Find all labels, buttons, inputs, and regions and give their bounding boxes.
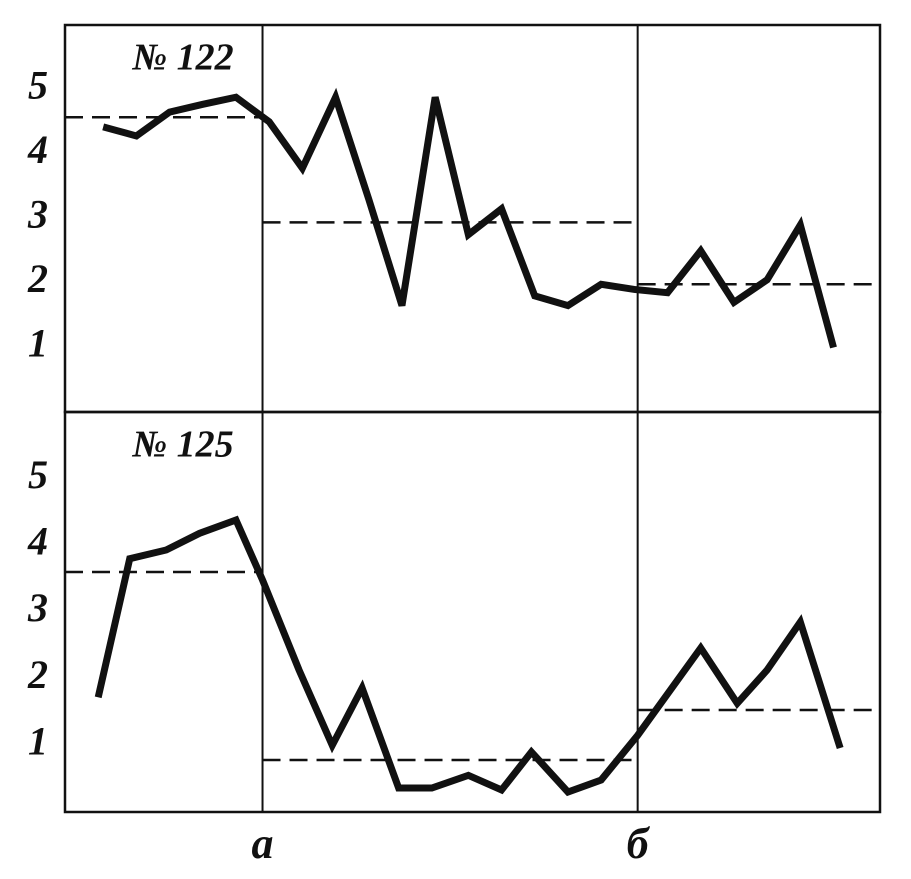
panel-frame bbox=[63, 410, 882, 814]
y-tick-label: 5 bbox=[28, 452, 48, 497]
y-tick-label: 3 bbox=[27, 585, 48, 630]
x-marker-label: a bbox=[252, 819, 274, 868]
panel-title: № 122 bbox=[131, 37, 233, 79]
panel-title: № 125 bbox=[131, 424, 233, 466]
y-tick-label: 2 bbox=[27, 652, 48, 697]
y-tick-label: 3 bbox=[27, 192, 48, 237]
y-tick-label: 5 bbox=[28, 63, 48, 108]
y-tick-label: 2 bbox=[27, 256, 48, 301]
x-marker-label: б bbox=[627, 819, 651, 868]
data-line bbox=[102, 87, 837, 349]
y-tick-label: 4 bbox=[27, 519, 48, 564]
y-tick-label: 1 bbox=[28, 719, 48, 764]
y-tick-label: 4 bbox=[27, 127, 48, 172]
data-line bbox=[94, 515, 844, 797]
panel-frame bbox=[63, 23, 882, 414]
y-tick-label: 1 bbox=[28, 321, 48, 366]
